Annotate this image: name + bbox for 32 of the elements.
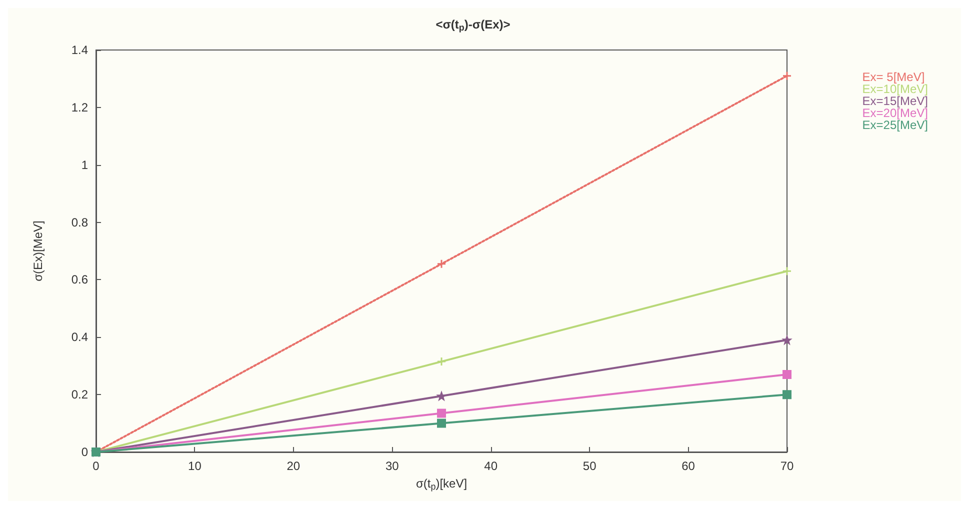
text: Ex=10[MeV] xyxy=(862,82,928,96)
point xyxy=(437,418,446,428)
point xyxy=(782,370,792,379)
y-tick-label: 0.8 xyxy=(71,215,88,230)
text: Ex=15[MeV] xyxy=(862,94,928,108)
x-tick-label: 50 xyxy=(582,459,597,473)
point xyxy=(782,71,792,81)
y-tick-label: 0.6 xyxy=(71,272,88,287)
y-tick-label: 0.4 xyxy=(71,330,88,344)
text: Ex=25[MeV] xyxy=(862,118,928,132)
x-tick-label: 0 xyxy=(92,459,100,473)
y-tick-label: 1.2 xyxy=(71,100,88,114)
x-tick-label: 40 xyxy=(484,459,498,473)
text: Ex= 5[MeV] xyxy=(862,70,925,84)
x-tick-label: 30 xyxy=(385,459,400,473)
text: Ex=20[MeV] xyxy=(862,106,928,120)
y-tick-label: 1 xyxy=(81,158,88,172)
point xyxy=(782,336,792,345)
x-tick-label: 70 xyxy=(780,459,794,473)
x-tick-label: 60 xyxy=(682,459,696,473)
y-axis-title: σ(Ex)[MeV] xyxy=(31,220,45,282)
x-tick-label: 20 xyxy=(286,459,300,473)
y-tick-label: 0 xyxy=(81,445,88,459)
point xyxy=(437,408,446,418)
point xyxy=(436,259,446,269)
y-tick-label: 0.2 xyxy=(71,388,88,402)
x-tick-label: 10 xyxy=(188,459,202,473)
y-tick-label: 1.4 xyxy=(71,43,88,57)
point xyxy=(437,392,446,401)
point xyxy=(782,390,792,400)
point xyxy=(436,356,446,366)
point xyxy=(782,266,792,276)
